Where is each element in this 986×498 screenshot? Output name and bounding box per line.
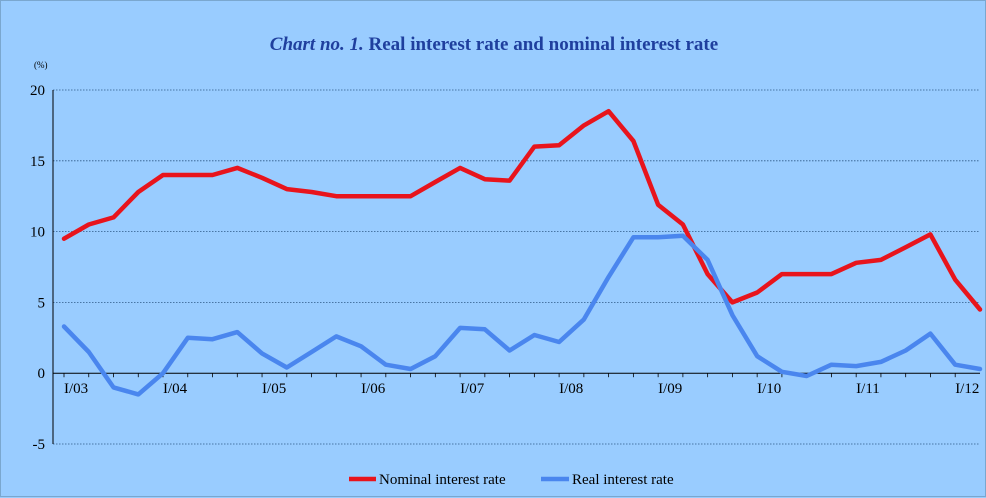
x-tick-label: I/12	[955, 381, 979, 397]
y-tick-label: 20	[30, 83, 45, 99]
y-tick-label: 10	[30, 225, 45, 241]
chart-title-prefix: Chart no. 1.	[270, 34, 364, 55]
chart-title-main: Real interest rate and nominal interest …	[364, 34, 718, 55]
legend-label: Nominal interest rate	[379, 472, 506, 488]
legend: Nominal interest rate Real interest rate	[349, 472, 674, 488]
x-tick-label: I/05	[262, 381, 286, 397]
x-tick-label: I/11	[856, 381, 880, 397]
y-tick-label: 15	[30, 154, 45, 170]
chart-title: Chart no. 1. Real interest rate and nomi…	[270, 34, 718, 55]
legend-label: Real interest rate	[572, 472, 674, 488]
y-tick-label: 5	[38, 295, 46, 311]
series-line-nominal	[64, 111, 980, 309]
y-tick-label: 0	[38, 366, 46, 382]
y-tick-label: -5	[33, 437, 46, 453]
gridlines	[53, 90, 980, 444]
x-axis: I/03 I/04 I/05 I/06 I/07 I/08 I/09 I/10 I/11 I/12	[53, 90, 980, 444]
series-line-real	[64, 236, 980, 395]
x-tick-label: I/03	[64, 381, 88, 397]
y-axis-ticks: 20 15 10 5 0 -5	[30, 83, 45, 453]
y-axis-unit-label: (%)	[34, 60, 48, 70]
x-tick-label: I/08	[559, 381, 583, 397]
x-tick-label: I/06	[361, 381, 386, 397]
x-tick-label: I/07	[460, 381, 485, 397]
x-tick-label: I/04	[163, 381, 188, 397]
series-lines	[64, 111, 980, 394]
x-tick-label: I/09	[658, 381, 682, 397]
x-tick-label: I/10	[757, 381, 781, 397]
